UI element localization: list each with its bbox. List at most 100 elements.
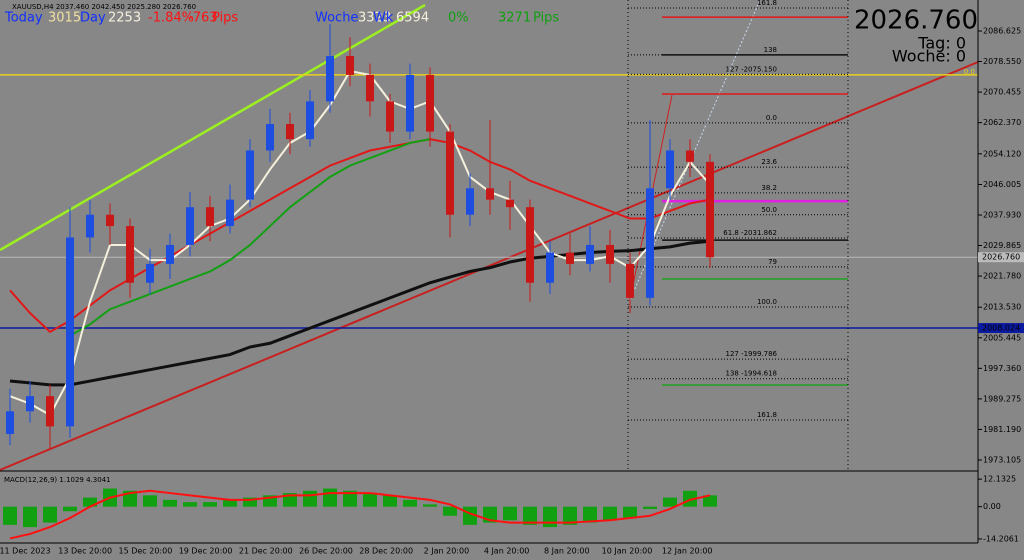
- y-tick-label: 1973.105: [983, 456, 1021, 465]
- macd-bar: [23, 506, 37, 528]
- macd-bar: [243, 497, 257, 507]
- candle-body: [586, 244, 594, 264]
- moving-average: [69, 138, 431, 337]
- candle-body: [386, 101, 394, 132]
- level-tag: [978, 323, 1024, 334]
- macd-bar: [523, 506, 537, 525]
- info-text: Woche: [315, 11, 358, 26]
- y-tick-label: 2005.445: [983, 333, 1021, 342]
- macd-bar: [423, 504, 437, 507]
- info-text: Pips: [212, 11, 238, 26]
- macd-bar: [703, 495, 717, 507]
- fib-label: 127 -1999.786: [725, 350, 777, 358]
- info-text: Day: [80, 11, 106, 26]
- macd-bar: [663, 497, 677, 507]
- candle-body: [166, 244, 174, 264]
- candle-body: [426, 74, 434, 132]
- candle-body: [46, 396, 54, 427]
- fib-label: 138: [764, 46, 777, 54]
- macd-bar: [563, 506, 577, 525]
- y-tick-label: 2086.625: [983, 26, 1021, 35]
- candle-body: [286, 124, 294, 140]
- candle-body: [126, 226, 134, 283]
- candle-body: [66, 237, 74, 427]
- macd-bar: [303, 490, 317, 507]
- info-text: Today: [4, 11, 43, 26]
- y-tick-label: 1981.190: [983, 425, 1021, 434]
- trend-line: [0, 61, 979, 471]
- x-tick-label: 11 Dec 2023: [0, 547, 51, 556]
- candle-body: [106, 214, 114, 227]
- x-tick-label: 13 Dec 20:00: [58, 547, 112, 556]
- candle-body: [146, 263, 154, 283]
- x-tick-label: 15 Dec 20:00: [118, 547, 172, 556]
- macd-bar: [503, 506, 517, 521]
- candle-body: [646, 188, 654, 298]
- candle-body: [246, 150, 254, 200]
- macd-bar: [223, 499, 237, 507]
- fib-label: 23.6: [761, 158, 777, 166]
- y-tick-label: 2021.780: [983, 272, 1021, 281]
- info-text: Wk: [373, 11, 394, 26]
- info-text: 3271: [498, 11, 531, 26]
- candle-body: [566, 252, 574, 264]
- fib-label: 79: [768, 258, 777, 266]
- candle-body: [346, 56, 354, 75]
- candle-body: [306, 101, 314, 140]
- macd-bar: [3, 506, 17, 525]
- x-tick-label: 19 Dec 20:00: [179, 547, 233, 556]
- macd-bar: [83, 497, 97, 507]
- info-text: 3015: [48, 11, 81, 26]
- fib-label: 127 -2075.150: [725, 65, 777, 73]
- macd-bar: [623, 506, 637, 519]
- fib-label: 0.0: [766, 114, 777, 122]
- macd-bar: [583, 506, 597, 523]
- candle-body: [626, 263, 634, 298]
- macd-bar: [643, 506, 657, 509]
- fib-label: 161.8: [757, 0, 777, 7]
- candle-body: [6, 411, 14, 434]
- x-tick-label: 12 Jan 20:00: [662, 547, 713, 556]
- info-text: -1.84%: [148, 11, 194, 26]
- y-tick-label: 2029.865: [983, 241, 1021, 250]
- macd-bar: [323, 488, 337, 507]
- macd-bar: [403, 499, 417, 507]
- price-tag-label: 2026.760: [982, 253, 1020, 262]
- price-tag: [978, 252, 1024, 263]
- candle-body: [26, 396, 34, 412]
- y-tick-label: 2062.370: [983, 118, 1021, 127]
- candle-body: [186, 207, 194, 245]
- candle-body: [266, 124, 274, 151]
- candle-body: [606, 244, 614, 264]
- macd-signal: [9, 489, 711, 540]
- info-text: 6594: [396, 11, 429, 26]
- fib-label: 138 -1994.618: [725, 370, 777, 378]
- macd-bar: [363, 493, 377, 507]
- fib-label: 38.2: [761, 184, 777, 192]
- candle-body: [686, 150, 694, 162]
- level-tag-label: 2008.024: [982, 324, 1020, 333]
- candle-body: [86, 214, 94, 238]
- y-tick-label: -14.2061: [983, 534, 1019, 543]
- fib-fan-line: [629, 0, 761, 301]
- candle-body: [506, 199, 514, 208]
- info-text: 2253: [108, 11, 141, 26]
- macd-bar: [383, 495, 397, 507]
- candle-body: [526, 207, 534, 283]
- y-tick-label: 1989.275: [983, 394, 1021, 403]
- x-tick-label: 21 Dec 20:00: [239, 547, 293, 556]
- y-tick-label: 2070.455: [983, 88, 1021, 97]
- candle-body: [326, 56, 334, 102]
- y-tick-label: 1997.360: [983, 364, 1021, 373]
- macd-bar: [683, 490, 697, 507]
- x-tick-label: 4 Jan 20:00: [484, 547, 530, 556]
- y-tick-label: 2054.120: [983, 149, 1021, 158]
- x-tick-label: 28 Dec 20:00: [359, 547, 413, 556]
- macd-bar: [143, 495, 157, 507]
- info-text: 0%: [448, 11, 469, 26]
- candle-body: [546, 252, 554, 283]
- macd-bar: [183, 502, 197, 507]
- fib-label: 161.8: [757, 411, 777, 419]
- macd-bar: [263, 495, 277, 507]
